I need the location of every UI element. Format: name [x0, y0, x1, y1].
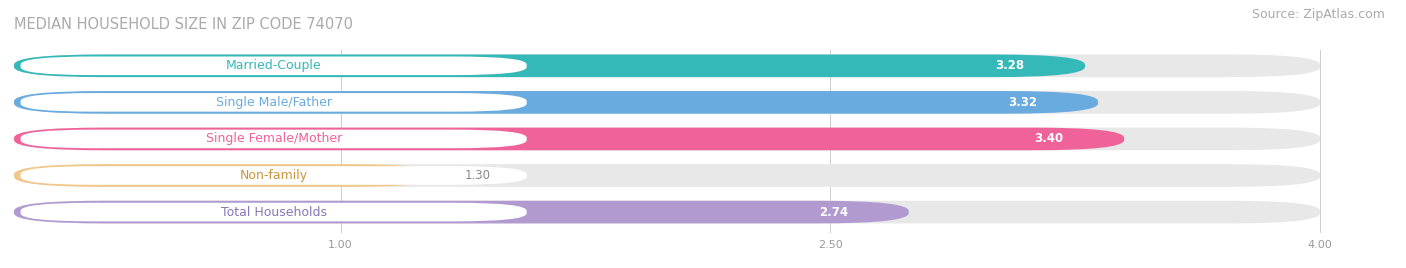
- Text: Non-family: Non-family: [239, 169, 308, 182]
- FancyBboxPatch shape: [14, 54, 1320, 77]
- Text: 3.32: 3.32: [1008, 96, 1038, 109]
- FancyBboxPatch shape: [14, 201, 1320, 224]
- FancyBboxPatch shape: [21, 130, 527, 148]
- FancyBboxPatch shape: [980, 130, 1118, 148]
- Text: 3.28: 3.28: [995, 59, 1025, 72]
- FancyBboxPatch shape: [955, 93, 1091, 112]
- FancyBboxPatch shape: [21, 57, 527, 75]
- Text: 2.74: 2.74: [820, 206, 848, 219]
- Text: Single Female/Mother: Single Female/Mother: [205, 132, 342, 146]
- FancyBboxPatch shape: [14, 128, 1125, 150]
- FancyBboxPatch shape: [14, 91, 1098, 114]
- Text: Single Male/Father: Single Male/Father: [215, 96, 332, 109]
- FancyBboxPatch shape: [14, 128, 1320, 150]
- Text: 1.30: 1.30: [464, 169, 491, 182]
- FancyBboxPatch shape: [765, 203, 903, 221]
- FancyBboxPatch shape: [14, 91, 1320, 114]
- Text: Source: ZipAtlas.com: Source: ZipAtlas.com: [1251, 8, 1385, 21]
- FancyBboxPatch shape: [21, 166, 527, 185]
- Text: Total Households: Total Households: [221, 206, 326, 219]
- FancyBboxPatch shape: [942, 57, 1078, 75]
- FancyBboxPatch shape: [14, 54, 1085, 77]
- Text: Married-Couple: Married-Couple: [226, 59, 322, 72]
- FancyBboxPatch shape: [21, 203, 527, 221]
- FancyBboxPatch shape: [14, 164, 1320, 187]
- Text: 3.40: 3.40: [1035, 132, 1064, 146]
- FancyBboxPatch shape: [21, 93, 527, 112]
- FancyBboxPatch shape: [14, 201, 908, 224]
- FancyBboxPatch shape: [14, 164, 439, 187]
- Text: MEDIAN HOUSEHOLD SIZE IN ZIP CODE 74070: MEDIAN HOUSEHOLD SIZE IN ZIP CODE 74070: [14, 17, 353, 32]
